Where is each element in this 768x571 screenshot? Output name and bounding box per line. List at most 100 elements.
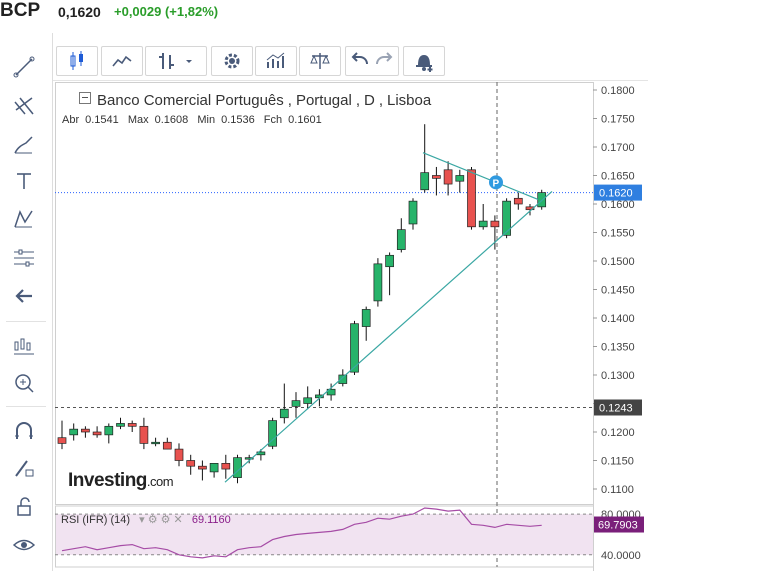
close-label: Fch <box>263 114 283 126</box>
candle-body <box>291 400 301 407</box>
zoom-icon[interactable] <box>10 369 38 397</box>
candle-body <box>244 457 254 460</box>
fib-icon[interactable] <box>10 92 38 120</box>
rsi-settings-icons[interactable]: ▾ ⚙ ⚙ ✕ <box>139 514 183 526</box>
price-pane <box>55 82 594 505</box>
pivot-marker <box>489 175 503 190</box>
low-value: 0.1536 <box>221 114 255 126</box>
candle-body <box>350 323 359 373</box>
candle-body <box>396 229 406 250</box>
rsi-label: RSI (IFR) (14) <box>61 514 131 526</box>
rsi-current-label: 69.7903 <box>598 520 638 532</box>
candle-body <box>443 169 453 185</box>
open-label: Abr <box>62 114 80 126</box>
scale-icon <box>310 53 330 69</box>
candle-body <box>104 425 114 436</box>
back-arrow-icon[interactable] <box>10 282 38 310</box>
ticker-symbol: BCP <box>0 0 41 21</box>
candle-body <box>198 465 207 470</box>
bell-plus-icon <box>416 55 433 72</box>
candle-body <box>209 463 219 473</box>
brush-icon[interactable] <box>10 131 38 159</box>
candle-body <box>233 457 242 478</box>
trend-line-resistance <box>422 152 539 200</box>
instrument-exchange: Lisboa <box>387 92 432 109</box>
ticker-header: BCP 0,1620 +0,0029 (+1,82%) <box>0 0 768 26</box>
y-tick-label: 0.1150 <box>601 456 634 468</box>
high-label: Max <box>127 114 149 126</box>
candle-body <box>139 425 149 444</box>
pivot-marker-label: P <box>493 178 500 189</box>
y-tick-label: 0.1100 <box>601 484 634 496</box>
current-price-label: 0.1620 <box>599 188 633 200</box>
text-icon[interactable] <box>10 167 38 195</box>
lock-icon[interactable] <box>10 493 38 521</box>
candle-body <box>279 408 289 419</box>
measure-icon[interactable] <box>10 244 38 272</box>
high-value: 0.1608 <box>154 114 189 126</box>
candle-body <box>361 309 371 327</box>
y-tick-label: 0.1750 <box>601 114 635 126</box>
y-tick-label: 0.1350 <box>601 342 635 354</box>
candles-icon <box>70 51 83 70</box>
rsi-axis-label: 80.0000 <box>601 509 641 521</box>
chart-toolbar <box>53 40 648 81</box>
sidebar-divider <box>6 406 46 407</box>
trend-line-icon[interactable] <box>10 53 38 81</box>
candle-body <box>186 460 196 467</box>
y-tick-label: 0.1400 <box>601 313 635 325</box>
candle-body <box>432 175 441 179</box>
marker-price-tag <box>594 399 642 416</box>
investing-logo: Investing.com <box>68 470 174 491</box>
low-label: Min <box>197 114 216 126</box>
instrument-country: Portugal <box>295 92 352 109</box>
collapse-icon[interactable] <box>79 92 91 104</box>
magnet-icon[interactable] <box>10 417 38 445</box>
y-tick-label: 0.1300 <box>601 370 635 382</box>
y-tick-label: 0.1600 <box>601 199 635 211</box>
close-value: 0.1601 <box>288 114 322 126</box>
candle-body <box>162 441 172 450</box>
candle-body <box>303 397 313 404</box>
candle-body <box>467 169 476 228</box>
y-tick-label: 0.1700 <box>601 142 635 154</box>
rsi-current-tag <box>594 516 644 533</box>
undo-redo-group[interactable] <box>345 46 399 76</box>
price-chart[interactable]: 0.1800 0.1750 0.1700 0.1650 0.1600 0.1550 0.15… <box>55 82 649 571</box>
undo-redo-icon <box>351 52 393 65</box>
studies-icon <box>266 52 285 68</box>
line-chart-button[interactable] <box>101 46 143 76</box>
y-tick-label: 0.1500 <box>601 256 635 268</box>
pencil-lock-icon[interactable] <box>10 454 38 482</box>
candle-body <box>221 463 231 470</box>
ticker-change: +0,0029 (+1,82%) <box>114 4 219 19</box>
candle-body <box>268 420 277 447</box>
candles-button[interactable] <box>56 46 98 76</box>
instrument-interval: D <box>363 92 375 109</box>
ohlc-values: Abr 0.1541 Max 0.1608 Min 0.1536 Fch 0.1601 <box>62 114 328 126</box>
eye-icon[interactable] <box>10 531 38 559</box>
marker-price-label: 0.1243 <box>599 402 633 414</box>
candle-body <box>338 374 348 384</box>
candle-body <box>92 431 102 436</box>
candle-body <box>478 220 488 228</box>
drawing-toolbar <box>0 33 53 571</box>
indicator-button[interactable] <box>145 46 207 76</box>
current-price-tag <box>594 184 642 201</box>
studies-button[interactable] <box>255 46 297 76</box>
pattern-icon[interactable] <box>10 205 38 233</box>
compare-button[interactable] <box>299 46 341 76</box>
y-tick-label: 0.1550 <box>601 228 635 240</box>
settings-button[interactable] <box>211 46 253 76</box>
chart-type-icon[interactable] <box>10 332 38 360</box>
alert-button[interactable] <box>403 46 445 76</box>
line-chart-icon <box>112 55 132 67</box>
candle-body <box>490 220 500 228</box>
chart-legend-title: Banco Comercial Português, Portugal, D, Lis… <box>79 92 431 109</box>
candle-body <box>373 263 383 302</box>
candle-body <box>455 175 465 182</box>
rsi-axis-label: 40.0000 <box>601 550 641 562</box>
rsi-value: 69.1160 <box>191 514 231 526</box>
candle-body <box>420 172 430 191</box>
candle-body <box>127 423 137 427</box>
